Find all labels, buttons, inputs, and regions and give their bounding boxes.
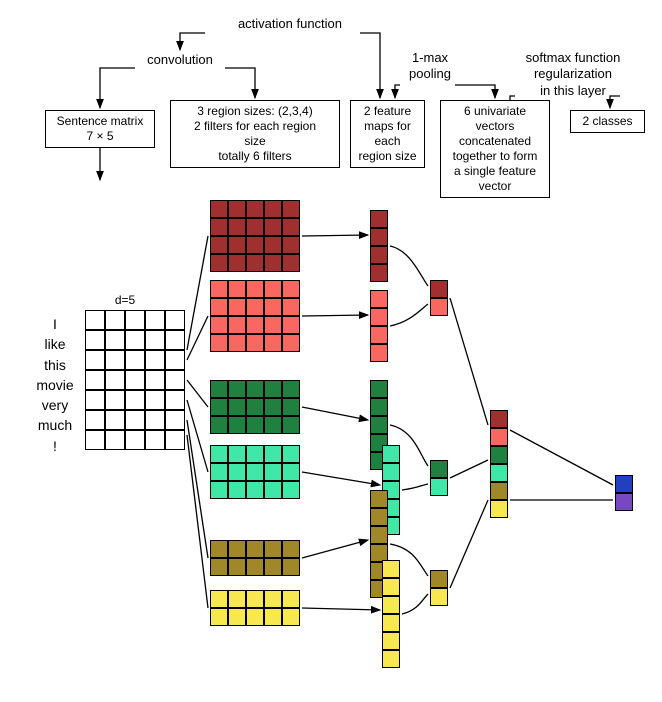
- output-cell-0: [615, 475, 633, 493]
- sentence-matrix-grid: [85, 310, 185, 450]
- filter-grid-3: [210, 445, 300, 499]
- pooled-top-0: [430, 280, 448, 298]
- concat-cell-1: [490, 428, 508, 446]
- sentence-matrix-box: Sentence matrix 7 × 5: [45, 110, 155, 148]
- pooled-bot-2: [430, 588, 448, 606]
- feature-map-1: [370, 290, 388, 362]
- sentence-word: much: [30, 415, 80, 435]
- sentence-word: very: [30, 395, 80, 415]
- filter-grid-5: [210, 590, 300, 626]
- pooled-bot-1: [430, 478, 448, 496]
- pooled-top-1: [430, 460, 448, 478]
- convolution-label: convolution: [130, 52, 230, 68]
- filter-grid-1: [210, 280, 300, 352]
- pooled-top-2: [430, 570, 448, 588]
- concat-cell-0: [490, 410, 508, 428]
- sentence-word: !: [30, 436, 80, 456]
- softmax-label: softmax function regularization in this …: [508, 50, 638, 99]
- sentence-word: movie: [30, 375, 80, 395]
- feature-maps-box: 2 feature maps for each region size: [350, 100, 425, 168]
- sentence-word: I: [30, 314, 80, 334]
- concat-cell-2: [490, 446, 508, 464]
- filter-grid-0: [210, 200, 300, 272]
- concat-cell-5: [490, 500, 508, 518]
- classes-box: 2 classes: [570, 110, 645, 133]
- output-cell-1: [615, 493, 633, 511]
- concat-cell-3: [490, 464, 508, 482]
- sentence-word: like: [30, 334, 80, 354]
- concat-cell-4: [490, 482, 508, 500]
- sentence-words: Ilikethismovieverymuch!: [30, 314, 80, 456]
- activation-function-label: activation function: [200, 16, 380, 32]
- feature-map-5: [382, 560, 400, 668]
- filter-grid-4: [210, 540, 300, 576]
- feature-map-0: [370, 210, 388, 282]
- max-pooling-label: 1-max pooling: [395, 50, 465, 83]
- concat-box: 6 univariate vectors concatenated togeth…: [440, 100, 550, 198]
- filter-grid-2: [210, 380, 300, 434]
- filters-box: 3 region sizes: (2,3,4) 2 filters for ea…: [170, 100, 340, 168]
- pooled-bot-0: [430, 298, 448, 316]
- sentence-word: this: [30, 355, 80, 375]
- d-label: d=5: [105, 293, 145, 308]
